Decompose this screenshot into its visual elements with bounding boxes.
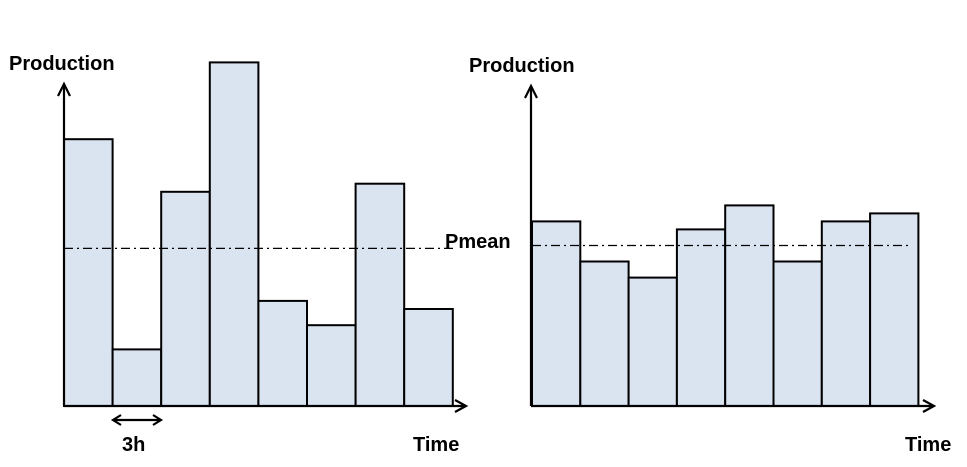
bar-left-2 [111, 348, 163, 407]
bar-right-8 [869, 212, 920, 407]
bar-right-4 [675, 228, 727, 407]
left-x-axis-label: Time [413, 434, 459, 456]
right-x-axis-label: Time [905, 434, 951, 456]
mean-label: Pmean [445, 231, 511, 253]
left-y-arrowhead [57, 81, 71, 97]
bar-left-3 [160, 190, 211, 407]
bar-right-5 [724, 204, 775, 407]
right-bars [531, 204, 920, 407]
right-y-axis-label: Production [469, 55, 575, 77]
left-y-axis-label: Production [9, 53, 115, 75]
bar-right-2 [579, 260, 630, 407]
left-bars [63, 61, 454, 408]
bar-left-8 [403, 308, 454, 407]
bar-width-arrow [110, 414, 164, 426]
left-x-arrowhead [454, 399, 469, 413]
bar-width-label: 3h [122, 434, 145, 456]
bar-left-1 [63, 138, 114, 407]
bar-left-6 [306, 324, 357, 408]
right-y-arrowhead [524, 83, 538, 99]
bar-left-4 [208, 61, 260, 408]
right-x-arrowhead [922, 399, 937, 413]
bar-right-1 [531, 220, 582, 407]
bar-right-7 [820, 220, 872, 407]
bar-right-3 [627, 276, 678, 407]
bar-right-6 [772, 260, 823, 407]
right-chart: Production Time Pmean [445, 55, 951, 456]
bar-left-5 [257, 299, 308, 407]
left-chart: Production Time 3h [9, 53, 469, 456]
bar-left-7 [354, 182, 406, 407]
